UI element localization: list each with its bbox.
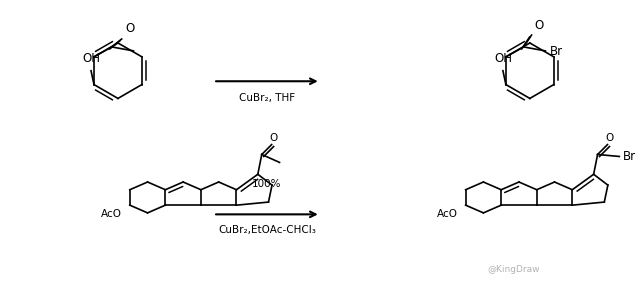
Text: CuBr₂,EtOAc-CHCl₃: CuBr₂,EtOAc-CHCl₃ (218, 225, 316, 235)
Text: AcO: AcO (101, 209, 122, 219)
Text: O: O (269, 133, 278, 143)
Text: @KingDraw: @KingDraw (487, 265, 540, 274)
Text: Br: Br (623, 150, 636, 163)
Text: O: O (125, 22, 135, 35)
Text: OH: OH (494, 52, 512, 65)
Text: CuBr₂, THF: CuBr₂, THF (239, 93, 295, 103)
Text: OH: OH (82, 52, 100, 65)
Text: AcO: AcO (436, 209, 458, 219)
Text: O: O (605, 133, 614, 143)
Text: 100%: 100% (252, 179, 282, 188)
Text: Br: Br (550, 45, 563, 58)
Text: O: O (534, 19, 544, 32)
